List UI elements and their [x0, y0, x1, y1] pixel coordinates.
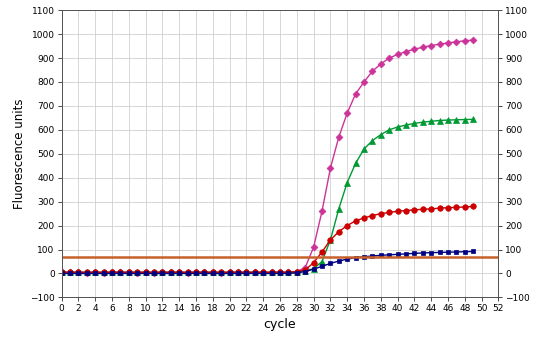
- X-axis label: cycle: cycle: [264, 318, 296, 331]
- Y-axis label: Fluorescence units: Fluorescence units: [13, 99, 26, 209]
